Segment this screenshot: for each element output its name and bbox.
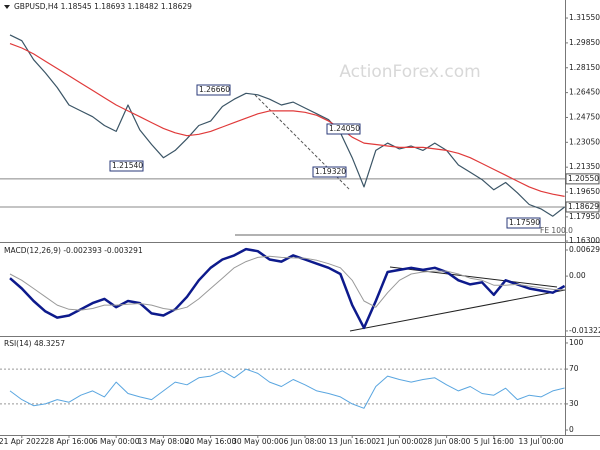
annotation-box (326, 123, 361, 135)
annotation: 1.19320 (315, 167, 346, 176)
series-line (9, 247, 566, 330)
x-tick-label: 30 May 00:00 (232, 437, 284, 446)
level-box (565, 201, 600, 213)
level-box (565, 173, 600, 185)
trendline (349, 289, 566, 332)
x-tick-label: 6 May 00:00 (93, 437, 140, 446)
level-label: 1.18629 (568, 202, 599, 211)
y-tick-label: 100 (569, 338, 584, 347)
y-tick-label: 1.28150 (569, 63, 600, 72)
annotation: 1.21540 (112, 161, 143, 170)
y-tick-label: 1.24750 (569, 112, 600, 121)
y-tick-label: 0.006295 (569, 245, 600, 254)
y-tick-label: 1.23050 (569, 137, 600, 146)
annotation-box (196, 84, 231, 96)
y-tick-label: 1.16300 (569, 236, 600, 245)
y-tick-label: -0.013223 (569, 326, 600, 335)
trendline (389, 266, 558, 288)
x-tick-label: 5 Jul 16:00 (474, 437, 514, 446)
annotation-box (506, 217, 541, 229)
y-tick-label: 1.31550 (569, 13, 600, 22)
y-tick-label: 30 (569, 399, 579, 408)
macd-title: MACD(12,26,9) -0.002393 -0.003291 (4, 246, 143, 255)
annotation: 1.26660 (199, 85, 230, 94)
series-line (9, 255, 565, 311)
rsi-title: RSI(14) 48.3257 (4, 339, 65, 348)
y-tick-label: 1.21350 (569, 162, 600, 171)
y-tick-label: 1.17950 (569, 212, 600, 221)
series-line (9, 368, 565, 409)
watermark: ActionForex.com (339, 62, 480, 82)
chart-title: GBPUSD,H4 1.18545 1.18693 1.18482 1.1862… (14, 2, 192, 11)
annotation: 1.24050 (329, 124, 360, 133)
x-tick-label: 21 Jun 00:00 (376, 437, 424, 446)
annotation-box (312, 166, 347, 178)
y-tick-label: 0.00 (569, 271, 586, 280)
header-icon (4, 5, 10, 9)
y-tick-label: 1.29850 (569, 38, 600, 47)
x-tick-label: 20 May 16:00 (185, 437, 237, 446)
x-tick-label: 13 May 08:00 (138, 437, 190, 446)
y-tick-label: 70 (569, 364, 579, 373)
x-tick-label: 28 Apr 16:00 (45, 437, 94, 446)
x-tick-label: 13 Jul 00:00 (519, 437, 564, 446)
x-tick-label: 13 Jun 16:00 (328, 437, 376, 446)
annotation: 1.17590 (509, 218, 540, 227)
x-tick-label: 21 Apr 2022 (0, 437, 45, 446)
level-label: 1.20550 (568, 174, 599, 183)
annotation-box (109, 160, 144, 172)
y-tick-label: 0 (569, 425, 574, 434)
y-tick-label: 1.26450 (569, 88, 600, 97)
series-line (9, 34, 565, 217)
y-tick-label: 1.19650 (569, 187, 600, 196)
x-tick-label: 6 Jun 08:00 (284, 437, 327, 446)
x-tick-label: 28 Jun 08:00 (423, 437, 471, 446)
series-line (9, 43, 565, 197)
annotation: FE 100.0 (540, 226, 573, 235)
